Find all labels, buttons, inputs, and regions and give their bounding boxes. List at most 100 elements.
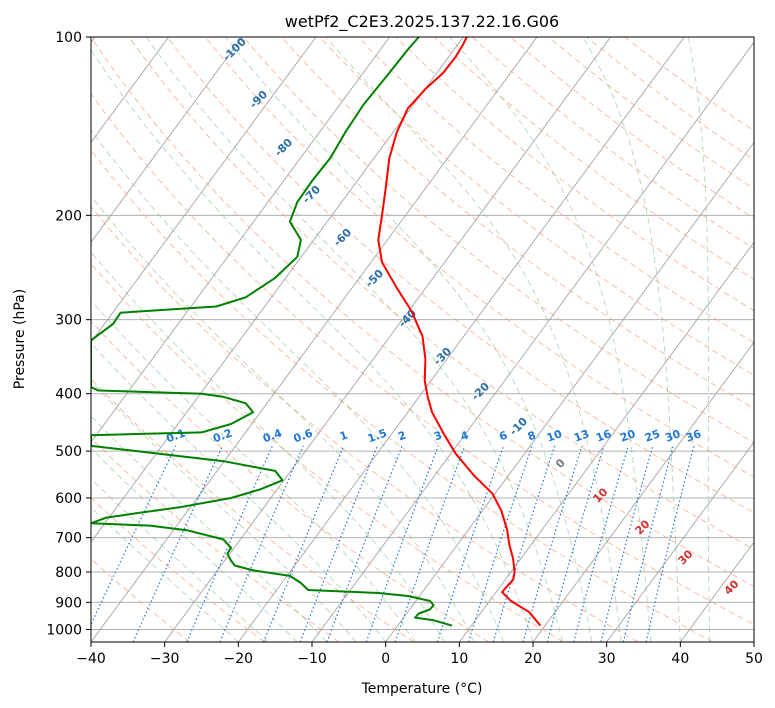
- y-tick-label: 300: [55, 313, 82, 329]
- mixing-ratio-line: [600, 445, 654, 642]
- dry-adiabat-label: -90: [247, 88, 270, 111]
- isotherm-line: [91, 37, 243, 243]
- skewed-isotherms: [91, 37, 754, 642]
- mixing-ratio-label: 8: [526, 429, 538, 444]
- mixing-ratio-line: [436, 445, 505, 642]
- dry-adiabat-label: -40: [396, 307, 419, 330]
- dry-adiabat-label: -50: [363, 267, 386, 290]
- mixing-ratio-line: [546, 445, 605, 642]
- dry-adiabat-line: [91, 37, 754, 587]
- dry-adiabat-line: [91, 149, 713, 642]
- isotherm-line: [91, 37, 538, 642]
- dry-adiabat-line: [471, 37, 754, 250]
- moist-adiabat-line: [91, 415, 328, 642]
- moist-adiabat-line: [91, 380, 357, 642]
- moist-adiabat-line: [91, 195, 475, 642]
- moist-adiabat-label: 40: [722, 577, 742, 597]
- y-tick-label: 800: [55, 565, 82, 581]
- dry-adiabat-line: [548, 37, 754, 190]
- mixing-ratio-line: [91, 445, 177, 626]
- mixing-ratio-label: 6: [497, 428, 509, 443]
- mixing-ratio-line: [394, 445, 466, 642]
- isotherm-line: [680, 541, 754, 642]
- moist-adiabat-line: [91, 342, 387, 642]
- isotherm-line: [91, 37, 464, 543]
- pressure-gridlines: [91, 37, 754, 630]
- mixing-ratio-label: 20: [618, 427, 637, 445]
- dry-adiabat-label: -60: [331, 226, 354, 249]
- moist-adiabat-label: 30: [676, 547, 696, 567]
- y-tick-label: 400: [55, 387, 82, 403]
- dry-adiabat-line: [624, 37, 754, 132]
- y-tick-label: 700: [55, 531, 82, 547]
- dry-adiabat-label: -100: [220, 35, 249, 64]
- x-tick-label: 30: [598, 651, 616, 667]
- dry-adiabat-line: [91, 378, 415, 642]
- isotherm-line: [606, 441, 754, 642]
- isotherm-line: [385, 141, 754, 642]
- mixing-ratio-label: 1: [338, 429, 350, 444]
- mixing-ratio-line: [492, 445, 556, 642]
- x-tick-label: 40: [671, 651, 689, 667]
- moist-adiabat-line: [687, 37, 711, 642]
- mixing-ratio-label: 0.6: [292, 426, 315, 445]
- y-axis-ticks: 100 200 300 400 500 600 700 800 900 1000: [46, 30, 91, 638]
- y-tick-label: 1000: [46, 622, 82, 638]
- dry-adiabat-line: [319, 37, 754, 376]
- moist-adiabat-label: 0: [553, 456, 568, 471]
- isotherm-line: [91, 37, 169, 144]
- moist-adiabat-line: [91, 129, 504, 642]
- moist-adiabat-label: 20: [633, 517, 653, 537]
- mixing-ratio-label: 10: [545, 427, 564, 445]
- x-tick-label: −40: [76, 651, 106, 667]
- moist-adiabat-line: [582, 37, 681, 642]
- dry-adiabat-label: -80: [272, 136, 295, 159]
- x-tick-label: −20: [224, 651, 254, 667]
- isotherm-line: [532, 341, 754, 642]
- y-tick-label: 900: [55, 595, 82, 611]
- moist-adiabat-line: [91, 299, 416, 642]
- x-tick-label: 10: [450, 651, 468, 667]
- x-tick-label: 20: [524, 651, 542, 667]
- x-tick-label: 0: [381, 651, 390, 667]
- mixing-ratio-label: 25: [643, 427, 662, 444]
- moist-adiabat-line: [91, 447, 298, 642]
- moist-adiabat-line: [449, 37, 652, 642]
- isotherm-line: [164, 37, 611, 642]
- sounding-profiles: [91, 37, 542, 627]
- temperature-profile-line: [377, 37, 542, 627]
- mixing-ratio-line: [467, 445, 533, 642]
- dry-adiabat-line: [91, 205, 639, 642]
- mixing-ratio-line: [573, 445, 629, 642]
- x-tick-label: −10: [297, 651, 327, 667]
- dry-adiabat-line: [91, 437, 340, 642]
- mixing-ratio-label: 13: [572, 427, 591, 444]
- dry-adiabat-line: [357, 37, 754, 344]
- plot-area: 0.1 0.2 0.4 0.6 1 1.5 2 3 4 6 8 10 13 16 20 25 30 36-100-…: [91, 35, 754, 642]
- chart-title: wetPf2_C2E3.2025.137.22.16.G06: [285, 12, 559, 32]
- mixing-ratio-label: 16: [594, 427, 613, 445]
- dry-adiabat-line: [91, 320, 489, 642]
- dry-adiabat-label: -20: [469, 380, 492, 403]
- isotherm-line: [459, 241, 754, 642]
- dewpoint-profile-line: [91, 37, 453, 627]
- mixing-ratio-label: 30: [663, 427, 682, 445]
- y-tick-label: 200: [55, 208, 82, 224]
- moist-adiabat-line: [91, 251, 445, 642]
- dry-adiabat-line: [128, 37, 754, 550]
- mixing-ratio-line: [522, 445, 583, 642]
- dry-adiabat-line: [281, 37, 754, 409]
- mixing-ratio-label: 1.5: [366, 427, 389, 446]
- moist-adiabat-line: [225, 37, 593, 642]
- y-tick-label: 500: [55, 444, 82, 460]
- mixing-ratio-label: 3: [432, 429, 444, 444]
- mixing-ratio-label: 4: [459, 428, 471, 443]
- x-axis-label: Temperature (°C): [361, 681, 483, 697]
- isotherm-line: [91, 37, 390, 443]
- dry-adiabat-line: [91, 497, 265, 642]
- mixing-ratio-label: 0.2: [211, 427, 234, 446]
- dry-adiabat-line: [91, 93, 754, 626]
- moist-adiabat-line: [325, 37, 622, 642]
- moist-adiabats: [91, 37, 711, 642]
